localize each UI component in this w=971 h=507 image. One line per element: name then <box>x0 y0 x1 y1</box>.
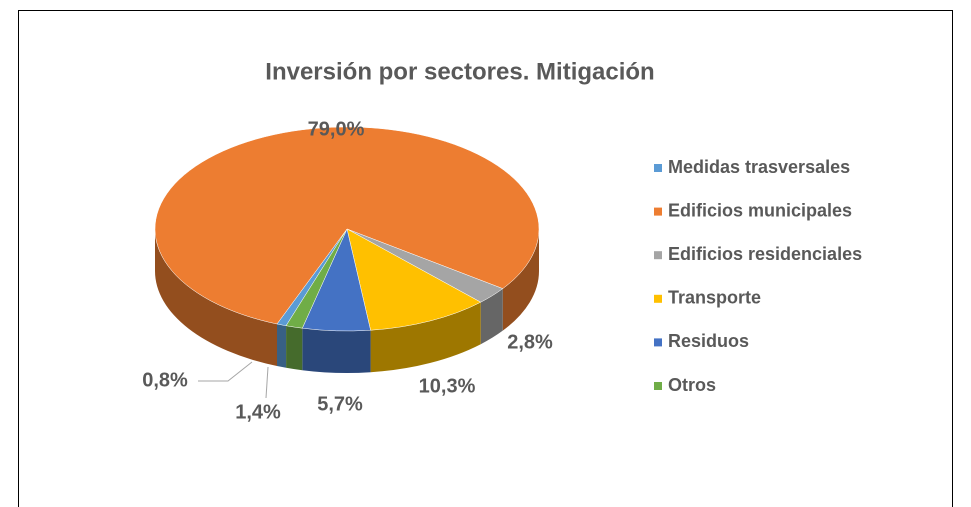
chart-title: Inversión por sectores. Mitigación <box>265 58 654 85</box>
pie-slice-side <box>302 328 371 373</box>
pie-slice-side <box>480 288 503 345</box>
pie-slice-side <box>155 229 278 366</box>
data-label: 5,7% <box>317 393 363 415</box>
pie-slice-side <box>370 302 481 373</box>
pie-slice-side <box>502 229 540 331</box>
legend-label: Edificios residenciales <box>668 244 862 264</box>
data-label: 0,8% <box>142 369 188 391</box>
legend-label: Edificios municipales <box>668 200 852 220</box>
pie-slice-side <box>277 323 287 368</box>
pie-slice <box>154 126 540 325</box>
legend-marker <box>654 164 662 172</box>
legend-label: Transporte <box>668 288 761 308</box>
legend-marker <box>654 294 662 303</box>
data-label: 1,4% <box>235 401 281 423</box>
leader-line <box>198 361 253 382</box>
leader-line <box>265 366 269 399</box>
legend-marker <box>654 338 662 347</box>
legend-marker <box>654 207 662 216</box>
data-label: 2,8% <box>507 331 553 353</box>
legend-label: Residuos <box>668 331 749 351</box>
legend-marker <box>654 251 662 260</box>
pie-slice-side <box>286 325 303 371</box>
data-label: 79,0% <box>308 118 365 140</box>
legend-label: Otros <box>668 375 716 395</box>
legend-label: Medidas trasversales <box>668 157 850 177</box>
data-label: 10,3% <box>419 375 476 397</box>
legend-marker <box>654 382 662 390</box>
pie-slice <box>285 228 348 329</box>
pie-slice <box>346 228 482 331</box>
